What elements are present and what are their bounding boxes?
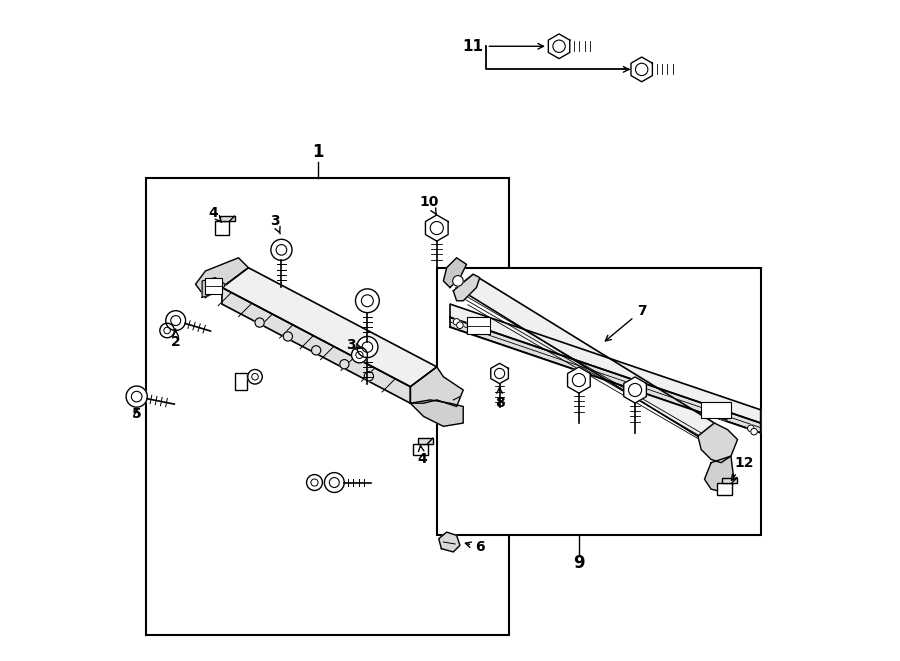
Bar <box>205 278 222 294</box>
Text: 4: 4 <box>418 446 428 467</box>
Polygon shape <box>439 532 460 552</box>
Polygon shape <box>491 364 508 383</box>
Text: 6: 6 <box>465 540 484 555</box>
Text: 2: 2 <box>171 329 181 349</box>
Circle shape <box>324 473 344 492</box>
Polygon shape <box>413 444 428 455</box>
Bar <box>146 178 509 635</box>
Text: 11: 11 <box>463 39 483 54</box>
Polygon shape <box>548 34 570 59</box>
Text: 3: 3 <box>346 338 362 352</box>
Circle shape <box>340 360 349 369</box>
Bar <box>466 317 490 334</box>
Polygon shape <box>723 478 737 483</box>
Polygon shape <box>410 400 464 426</box>
Text: 3: 3 <box>270 214 280 234</box>
Circle shape <box>456 322 464 329</box>
Polygon shape <box>444 258 466 288</box>
Circle shape <box>126 386 148 407</box>
Text: 1: 1 <box>312 143 323 161</box>
Bar <box>701 402 731 418</box>
Polygon shape <box>220 216 235 221</box>
Bar <box>235 373 248 390</box>
Circle shape <box>356 289 379 313</box>
Text: 5: 5 <box>131 407 141 421</box>
Circle shape <box>271 239 292 260</box>
Polygon shape <box>454 274 480 301</box>
Circle shape <box>356 336 378 358</box>
Circle shape <box>747 425 754 432</box>
Text: 12: 12 <box>732 455 754 481</box>
Text: 10: 10 <box>419 194 438 214</box>
Polygon shape <box>456 274 715 436</box>
Circle shape <box>255 318 265 327</box>
Text: 9: 9 <box>573 554 585 572</box>
Polygon shape <box>195 258 248 297</box>
Circle shape <box>284 332 292 341</box>
Polygon shape <box>215 221 230 235</box>
Polygon shape <box>698 423 737 463</box>
Circle shape <box>751 428 758 435</box>
Text: 8: 8 <box>495 388 504 410</box>
Bar <box>436 268 760 535</box>
Polygon shape <box>202 278 225 297</box>
Circle shape <box>454 319 460 325</box>
Polygon shape <box>222 288 410 403</box>
Circle shape <box>248 369 262 384</box>
Text: 7: 7 <box>606 303 646 341</box>
Polygon shape <box>450 317 760 433</box>
Text: 4: 4 <box>209 206 221 222</box>
Polygon shape <box>450 304 760 423</box>
Polygon shape <box>426 215 448 241</box>
Circle shape <box>307 475 322 490</box>
Circle shape <box>453 276 464 286</box>
Polygon shape <box>222 268 436 387</box>
Circle shape <box>311 346 320 355</box>
Circle shape <box>717 407 731 420</box>
Polygon shape <box>568 367 590 393</box>
Circle shape <box>166 311 185 330</box>
Polygon shape <box>717 483 732 495</box>
Polygon shape <box>410 367 464 407</box>
Circle shape <box>364 371 373 381</box>
Circle shape <box>473 321 486 333</box>
Circle shape <box>352 347 367 363</box>
Circle shape <box>160 323 175 338</box>
Polygon shape <box>418 438 433 444</box>
Polygon shape <box>624 377 646 403</box>
Circle shape <box>715 403 727 416</box>
Polygon shape <box>631 57 652 82</box>
Polygon shape <box>705 456 734 492</box>
Circle shape <box>467 318 479 330</box>
